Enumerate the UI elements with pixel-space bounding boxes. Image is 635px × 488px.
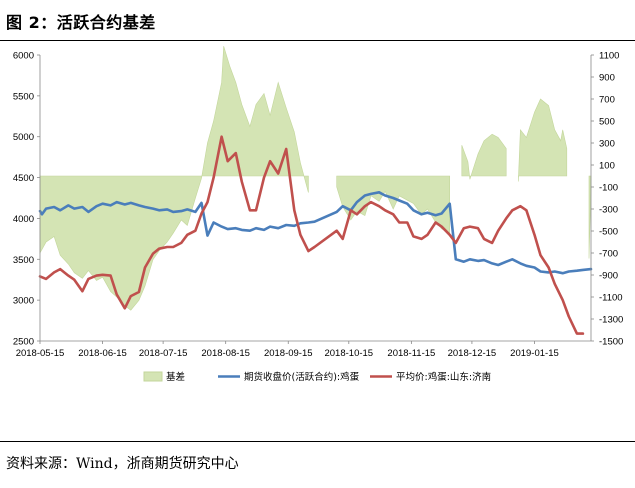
y-right-tick-label: -1500: [599, 337, 623, 348]
y-right-tick-label: -1300: [599, 315, 623, 326]
basis-area-segment: [336, 175, 450, 234]
x-tick-label: 2018-07-15: [139, 348, 188, 359]
x-tick-label: 2018-11-15: [387, 348, 435, 359]
basis-area-segment: [39, 46, 309, 311]
spot-price-line: [38, 135, 585, 335]
y-left-tick-label: 3000: [13, 296, 34, 307]
line-layer: [38, 135, 593, 335]
x-tick-label: 2018-06-15: [78, 348, 127, 359]
y-right-tick-label: 1100: [599, 51, 619, 62]
legend-swatch-basis: [143, 371, 163, 382]
legend: 基差 期货收盘价(活跃合约):鸡蛋 平均价:鸡蛋:山东:济南: [143, 371, 491, 383]
legend-label: 平均价:鸡蛋:山东:济南: [396, 371, 491, 383]
basis-area-segment: [518, 98, 568, 182]
x-tick-label: 2018-08-15: [201, 348, 250, 359]
legend-label: 基差: [166, 371, 185, 383]
y-left-tick-label: 5500: [13, 91, 34, 102]
axis-layer: 2500 3000 3500 4000 4500 5000 5500 6000 -1500 -13…: [13, 51, 623, 360]
y-right-tick-label: -300: [599, 205, 618, 216]
area-layer: [39, 46, 592, 311]
bottom-rule: [0, 441, 635, 442]
y-right-tick-label: -500: [599, 227, 618, 238]
x-tick-label: 2019-01-15: [510, 348, 559, 359]
legend-label: 期货收盘价(活跃合约):鸡蛋: [244, 371, 360, 383]
x-tick-label: 2018-12-15: [448, 348, 497, 359]
y-left-tick-label: 4500: [13, 173, 34, 184]
source-note: 资料来源：Wind，浙商期货研究中心: [6, 456, 239, 472]
x-tick-label: 2018-05-15: [16, 348, 65, 359]
y-left-tick-label: 5000: [13, 132, 34, 143]
y-left-tick-label: 6000: [13, 51, 34, 62]
futures-price-line: [38, 191, 593, 275]
basis-chart: 2500 3000 3500 4000 4500 5000 5500 6000 -1500 -13…: [13, 46, 623, 383]
y-right-tick-label: 700: [599, 95, 615, 106]
basis-area-segment: [461, 133, 507, 180]
y-right-tick-label: -100: [599, 183, 618, 194]
y-right-tick-label: 900: [599, 73, 615, 84]
x-tick-label: 2018-09-15: [264, 348, 313, 359]
y-right-tick-label: 100: [599, 161, 615, 172]
figure-title: 图 2：活跃合约基差: [6, 13, 156, 32]
y-right-tick-label: 500: [599, 117, 615, 128]
y-right-tick-label: 300: [599, 139, 615, 150]
y-right-tick-label: -700: [599, 249, 618, 260]
y-right-tick-label: -900: [599, 271, 618, 282]
x-tick-label: 2018-10-15: [324, 348, 373, 359]
y-left-tick-label: 2500: [13, 337, 34, 348]
top-rule: [0, 40, 635, 41]
y-right-tick-label: -1100: [599, 293, 623, 304]
y-left-tick-label: 3500: [13, 255, 34, 266]
y-left-tick-label: 4000: [13, 214, 34, 225]
